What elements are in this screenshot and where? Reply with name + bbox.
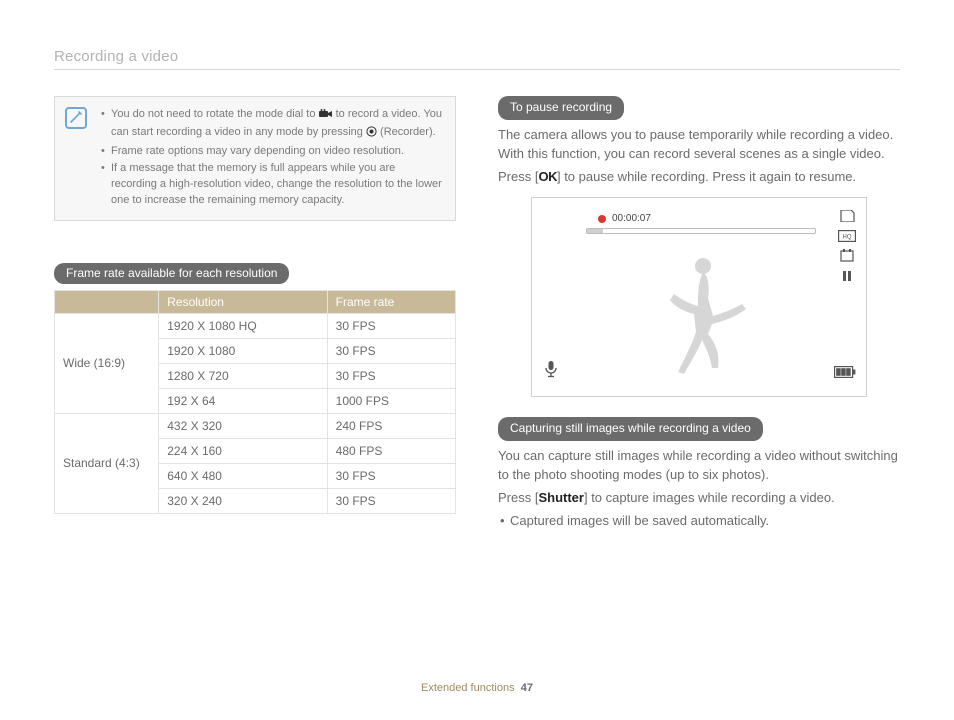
page-footer: Extended functions 47 <box>0 682 954 694</box>
progress-fill <box>587 229 603 233</box>
cell-fps: 30 FPS <box>327 488 455 513</box>
cell-resolution: 320 X 240 <box>159 488 327 513</box>
cell-fps: 30 FPS <box>327 338 455 363</box>
aspect-group-label: Wide (16:9) <box>55 313 159 413</box>
text: ] to capture images while recording a vi… <box>584 490 835 505</box>
table-row: Standard (4:3) 432 X 320 240 FPS <box>55 413 456 438</box>
cell-resolution: 192 X 64 <box>159 388 327 413</box>
cell-resolution: 1920 X 1080 HQ <box>159 313 327 338</box>
pause-icon <box>838 268 856 284</box>
section-heading-capture: Capturing still images while recording a… <box>498 417 763 441</box>
resolution-icon: HQ <box>838 228 856 244</box>
note-text: (Recorder). <box>380 126 436 138</box>
text: ] to pause while recording. Press it aga… <box>557 169 856 184</box>
shutter-button-label: Shutter <box>538 490 584 505</box>
table-header-framerate: Frame rate <box>327 290 455 313</box>
note-text: If a message that the memory is full app… <box>111 162 442 206</box>
cell-resolution: 432 X 320 <box>159 413 327 438</box>
cell-fps: 1000 FPS <box>327 388 455 413</box>
battery-icon <box>834 365 856 384</box>
right-column: To pause recording The camera allows you… <box>498 96 900 535</box>
screen-right-icons: HQ <box>838 208 856 284</box>
table-header-resolution: Resolution <box>159 290 327 313</box>
capture-bullet: Captured images will be saved automatica… <box>498 512 900 531</box>
pause-para-1: The camera allows you to pause temporari… <box>498 126 900 164</box>
note-item: If a message that the memory is full app… <box>101 161 443 209</box>
note-text: Frame rate options may vary depending on… <box>111 145 404 157</box>
microphone-icon <box>544 360 558 384</box>
record-dot-icon <box>598 215 606 223</box>
footer-section: Extended functions <box>421 682 515 694</box>
cell-fps: 240 FPS <box>327 413 455 438</box>
cell-fps: 480 FPS <box>327 438 455 463</box>
cell-resolution: 1920 X 1080 <box>159 338 327 363</box>
note-item: You do not need to rotate the mode dial … <box>101 107 443 143</box>
note-icon <box>65 107 87 129</box>
section-heading-pause: To pause recording <box>498 96 624 120</box>
recording-time: 00:00:07 <box>612 212 651 227</box>
table-header-blank <box>55 290 159 313</box>
ok-button-label: OK <box>538 169 557 184</box>
camera-screen: 00:00:07 HQ <box>536 202 862 392</box>
two-column-layout: You do not need to rotate the mode dial … <box>54 96 900 535</box>
left-column: You do not need to rotate the mode dial … <box>54 96 456 535</box>
capture-para-1: You can capture still images while recor… <box>498 447 900 485</box>
text: Press [ <box>498 490 538 505</box>
pause-para-2: Press [OK] to pause while recording. Pre… <box>498 168 900 187</box>
page-title: Recording a video <box>54 48 900 65</box>
cell-fps: 30 FPS <box>327 313 455 338</box>
svg-text:HQ: HQ <box>843 234 852 240</box>
cell-fps: 30 FPS <box>327 363 455 388</box>
table-row: Wide (16:9) 1920 X 1080 HQ 30 FPS <box>55 313 456 338</box>
section-heading-frame-rate: Frame rate available for each resolution <box>54 263 289 284</box>
dancer-silhouette <box>658 254 754 388</box>
capture-para-2: Press [Shutter] to capture images while … <box>498 489 900 508</box>
video-mode-icon <box>319 109 333 125</box>
cell-resolution: 1280 X 720 <box>159 363 327 388</box>
camera-screen-frame: 00:00:07 HQ <box>531 197 867 397</box>
progress-track <box>586 228 816 234</box>
frame-rate-table: Resolution Frame rate Wide (16:9) 1920 X… <box>54 290 456 514</box>
text: Press [ <box>498 169 538 184</box>
recorder-button-icon <box>366 126 377 143</box>
aspect-group-label: Standard (4:3) <box>55 413 159 513</box>
page: Recording a video You do not need to rot… <box>0 0 954 720</box>
title-rule <box>54 69 900 70</box>
note-list: You do not need to rotate the mode dial … <box>101 107 443 209</box>
cell-fps: 30 FPS <box>327 463 455 488</box>
cell-resolution: 224 X 160 <box>159 438 327 463</box>
note-item: Frame rate options may vary depending on… <box>101 144 443 160</box>
note-text: You do not need to rotate the mode dial … <box>111 108 319 120</box>
table-header-row: Resolution Frame rate <box>55 290 456 313</box>
spacer <box>54 221 456 263</box>
framerate-icon <box>838 248 856 264</box>
note-box: You do not need to rotate the mode dial … <box>54 96 456 221</box>
storage-icon <box>838 208 856 224</box>
recording-indicator: 00:00:07 <box>598 212 651 227</box>
cell-resolution: 640 X 480 <box>159 463 327 488</box>
page-number: 47 <box>521 682 533 694</box>
